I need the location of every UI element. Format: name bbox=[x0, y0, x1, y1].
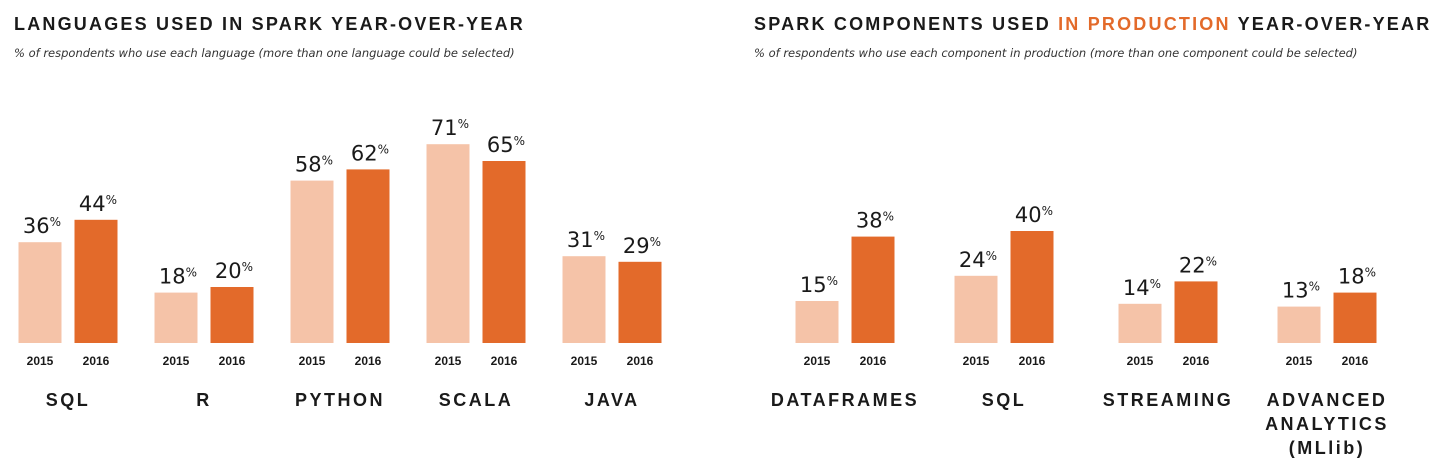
year-label-advanced-analytics-2016: 2016 bbox=[1342, 354, 1369, 368]
category-label-streaming: STREAMING bbox=[1103, 390, 1234, 410]
value-label-python-2015: 58% bbox=[295, 153, 333, 177]
value-label-dataframes-2015: 15% bbox=[800, 273, 838, 297]
bar-advanced-analytics-2016 bbox=[1333, 292, 1377, 343]
year-label-r-2015: 2015 bbox=[163, 354, 190, 368]
bar-advanced-analytics-2015 bbox=[1277, 306, 1321, 343]
bar-r-2016 bbox=[210, 287, 254, 343]
bar-sql-2015 bbox=[954, 275, 998, 343]
languages-chart-panel: LANGUAGES USED IN SPARK YEAR-OVER-YEAR %… bbox=[14, 14, 662, 410]
category-label-advanced-analytics-line-1: ADVANCED bbox=[1267, 390, 1388, 410]
year-label-scala-2016: 2016 bbox=[491, 354, 518, 368]
bar-python-2015 bbox=[290, 180, 334, 343]
value-label-advanced-analytics-2016: 18% bbox=[1338, 265, 1376, 289]
bar-dataframes-2015 bbox=[795, 301, 839, 343]
category-label-advanced-analytics-line-3: (MLlib) bbox=[1289, 438, 1365, 458]
category-label-scala: SCALA bbox=[439, 390, 514, 410]
year-label-streaming-2016: 2016 bbox=[1183, 354, 1210, 368]
year-label-sql-2016: 2016 bbox=[1019, 354, 1046, 368]
year-label-streaming-2015: 2015 bbox=[1127, 354, 1154, 368]
components-bar-chart: 15% 2015 38% 2016 DATAFRAMES 24% 2015 40% 2016 SQ… bbox=[771, 203, 1389, 458]
value-label-java-2015: 31% bbox=[567, 228, 605, 252]
chart-title: LANGUAGES USED IN SPARK YEAR-OVER-YEAR bbox=[14, 14, 525, 34]
value-label-streaming-2016: 22% bbox=[1179, 253, 1217, 277]
value-label-python-2016: 62% bbox=[351, 141, 389, 165]
title-part-highlight: IN PRODUCTION bbox=[1058, 14, 1231, 34]
year-label-sql-2015: 2015 bbox=[27, 354, 54, 368]
category-label-python: PYTHON bbox=[295, 390, 385, 410]
year-label-java-2015: 2015 bbox=[571, 354, 598, 368]
value-label-sql-2016: 44% bbox=[79, 192, 117, 216]
category-label-dataframes: DATAFRAMES bbox=[771, 390, 919, 410]
bar-streaming-2016 bbox=[1174, 281, 1218, 343]
category-label-r: R bbox=[196, 390, 212, 410]
value-label-sql-2015: 36% bbox=[23, 214, 61, 238]
value-label-r-2016: 20% bbox=[215, 259, 253, 283]
year-label-python-2016: 2016 bbox=[355, 354, 382, 368]
value-label-sql-2016: 40% bbox=[1015, 203, 1053, 227]
value-label-advanced-analytics-2015: 13% bbox=[1282, 279, 1320, 303]
value-label-r-2015: 18% bbox=[159, 265, 197, 289]
value-label-streaming-2015: 14% bbox=[1123, 276, 1161, 300]
category-label-java: JAVA bbox=[584, 390, 639, 410]
bar-python-2016 bbox=[346, 169, 390, 343]
year-label-sql-2015: 2015 bbox=[963, 354, 990, 368]
bar-streaming-2015 bbox=[1118, 303, 1162, 343]
year-label-python-2015: 2015 bbox=[299, 354, 326, 368]
category-label-sql: SQL bbox=[46, 390, 91, 410]
bar-scala-2015 bbox=[426, 144, 470, 343]
category-label-sql: SQL bbox=[982, 390, 1027, 410]
value-label-sql-2015: 24% bbox=[959, 248, 997, 272]
category-label-advanced-analytics-line-2: ANALYTICS bbox=[1265, 414, 1389, 434]
bar-java-2015 bbox=[562, 256, 606, 343]
bar-r-2015 bbox=[154, 292, 198, 343]
value-label-java-2016: 29% bbox=[623, 234, 661, 258]
year-label-java-2016: 2016 bbox=[627, 354, 654, 368]
year-label-sql-2016: 2016 bbox=[83, 354, 110, 368]
year-label-scala-2015: 2015 bbox=[435, 354, 462, 368]
bar-dataframes-2016 bbox=[851, 236, 895, 343]
title-part-1: SPARK COMPONENTS USED bbox=[754, 14, 1059, 34]
value-label-dataframes-2016: 38% bbox=[856, 209, 894, 233]
bar-java-2016 bbox=[618, 261, 662, 343]
bar-sql-2015 bbox=[18, 242, 62, 343]
chart-subtitle: % of respondents who use each component … bbox=[754, 46, 1358, 60]
bar-sql-2016 bbox=[1010, 231, 1054, 343]
chart-title: SPARK COMPONENTS USED IN PRODUCTION YEAR… bbox=[754, 14, 1431, 35]
year-label-dataframes-2015: 2015 bbox=[804, 354, 831, 368]
year-label-r-2016: 2016 bbox=[219, 354, 246, 368]
languages-bar-chart: 36% 2015 44% 2016 SQL 18% 2015 20% 2016 R 58% 2015 6… bbox=[18, 116, 662, 410]
components-chart-panel: SPARK COMPONENTS USED IN PRODUCTION YEAR… bbox=[720, 0, 1440, 469]
bar-scala-2016 bbox=[482, 161, 526, 343]
title-part-3: YEAR-OVER-YEAR bbox=[1230, 14, 1432, 34]
bar-sql-2016 bbox=[74, 219, 118, 343]
year-label-advanced-analytics-2015: 2015 bbox=[1286, 354, 1313, 368]
year-label-dataframes-2016: 2016 bbox=[860, 354, 887, 368]
value-label-scala-2016: 65% bbox=[487, 133, 525, 157]
value-label-scala-2015: 71% bbox=[431, 116, 469, 140]
chart-subtitle: % of respondents who use each language (… bbox=[14, 46, 515, 60]
